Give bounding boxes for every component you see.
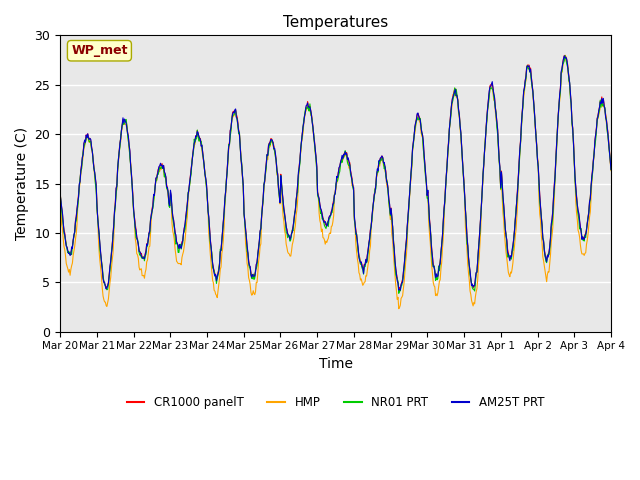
X-axis label: Time: Time	[319, 357, 353, 371]
CR1000 panelT	[607, 166, 615, 172]
HMP	[179, 252, 187, 257]
AM25T PRT	[56, 192, 64, 197]
AM25T PRT	[208, 254, 216, 260]
AM25T PRT	[179, 238, 187, 243]
NR01 PRT	[395, 290, 403, 296]
CR1000 panelT	[403, 224, 411, 229]
HMP	[56, 192, 64, 198]
HMP	[561, 53, 569, 59]
NR01 PRT	[419, 145, 427, 151]
AM25T PRT	[607, 167, 615, 172]
AM25T PRT	[395, 287, 403, 293]
NR01 PRT	[561, 53, 569, 59]
HMP	[208, 269, 216, 275]
NR01 PRT	[607, 167, 615, 172]
HMP	[123, 127, 131, 132]
HMP	[419, 145, 427, 151]
HMP	[67, 272, 74, 278]
Y-axis label: Temperature (C): Temperature (C)	[15, 127, 29, 240]
CR1000 panelT	[67, 252, 74, 258]
AM25T PRT	[561, 53, 568, 59]
Line: AM25T PRT: AM25T PRT	[60, 56, 611, 290]
CR1000 panelT	[419, 140, 427, 145]
CR1000 panelT	[179, 238, 187, 244]
CR1000 panelT	[208, 252, 216, 258]
HMP	[607, 168, 615, 174]
Text: WP_met: WP_met	[71, 44, 127, 57]
HMP	[403, 239, 411, 244]
NR01 PRT	[208, 250, 216, 255]
AM25T PRT	[419, 138, 427, 144]
AM25T PRT	[123, 125, 131, 131]
NR01 PRT	[56, 191, 64, 196]
Line: CR1000 panelT: CR1000 panelT	[60, 55, 611, 289]
Line: NR01 PRT: NR01 PRT	[60, 56, 611, 293]
CR1000 panelT	[123, 123, 131, 129]
Line: HMP: HMP	[60, 56, 611, 309]
Legend: CR1000 panelT, HMP, NR01 PRT, AM25T PRT: CR1000 panelT, HMP, NR01 PRT, AM25T PRT	[122, 391, 549, 413]
Title: Temperatures: Temperatures	[283, 15, 388, 30]
CR1000 panelT	[396, 286, 404, 292]
NR01 PRT	[403, 226, 411, 231]
CR1000 panelT	[561, 52, 569, 58]
NR01 PRT	[67, 249, 74, 255]
HMP	[395, 306, 403, 312]
NR01 PRT	[179, 240, 187, 246]
NR01 PRT	[123, 122, 131, 128]
AM25T PRT	[67, 252, 74, 258]
CR1000 panelT	[56, 190, 64, 195]
AM25T PRT	[403, 224, 411, 230]
